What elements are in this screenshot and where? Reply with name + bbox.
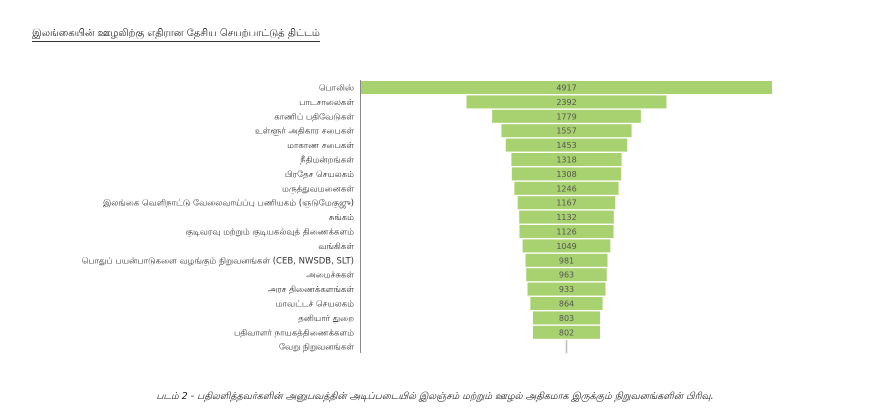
value-label: 933 [559,285,574,294]
document-title: இலங்கையின் ஊழலிற்கு எதிரான தேசிய செயற்பா… [32,28,320,42]
bar [361,81,772,94]
bar [492,109,641,123]
value-label: 1308 [556,170,576,179]
category-label: பதிவாளர் நாயகத்திணைக்களம் [234,328,354,338]
value-label: 1779 [556,112,576,121]
category-label: மாவட்டச் செயலகம் [276,300,354,310]
category-label: அமைச்சுகள் [306,271,355,281]
category-label: உள்ளூர் அதிகார சபைகள் [255,127,355,137]
category-label: குடிவரவு மற்றும் குடியகல்வுத் திணைக்களம் [185,228,354,239]
bar [514,181,619,195]
value-label: 1167 [556,199,576,208]
category-label: மருத்துவமனைகள் [282,184,355,194]
bar [526,268,607,282]
value-label: 1049 [556,242,576,251]
value-label: 1246 [556,184,576,193]
value-label: 803 [559,314,574,323]
bar [525,253,608,267]
bar [505,138,628,152]
category-label: பிரதேச செயலகம் [285,170,354,180]
category-label: அரச திணைக்களங்கள் [268,285,355,295]
bar [511,153,622,166]
value-label: 1557 [556,127,576,136]
bar [527,282,606,296]
value-label: 864 [559,300,574,309]
category-label: நீதிமன்றங்கள் [300,156,355,166]
bar [522,239,611,253]
value-label: 1318 [556,156,576,165]
bar [532,325,601,339]
value-label: 2392 [556,98,576,107]
bar [532,311,601,325]
bar [517,196,616,210]
bar [511,167,622,181]
category-label: இலங்கை வெளிநாட்டு வேலைவாய்ப்பு பணியகம் (… [103,199,354,210]
bar [466,95,667,109]
value-label: 1453 [556,141,576,150]
category-label: காணிப் பதிவேடுகள் [274,112,355,122]
value-label: 1126 [556,228,576,237]
value-label: 963 [559,271,574,280]
bar [519,225,614,238]
category-label: பொலிஸ் [319,84,355,94]
category-label: சுங்கம் [329,213,354,223]
bar [501,124,632,138]
value-label: 802 [559,328,574,337]
bar [519,210,614,224]
value-label: 1132 [556,213,576,222]
value-label: 981 [559,256,574,265]
category-label: பொதுப் பயன்பாடுகளை வழங்கும் நிறுவனங்கள் … [82,256,354,267]
figure-caption: படம் 2 - பதிலளித்தவர்களின் அனுபவத்தின் அ… [156,391,714,402]
category-label: தனியார் துறை [298,314,354,324]
category-label: வேறு நிறுவனங்கள் [279,343,355,353]
category-label: பாடசாலைகள் [299,98,355,108]
category-label: மாகாண சபைகள் [287,141,355,151]
value-label: 4917 [556,84,576,93]
bar [530,297,603,310]
category-label: வங்கிகள் [318,242,355,252]
